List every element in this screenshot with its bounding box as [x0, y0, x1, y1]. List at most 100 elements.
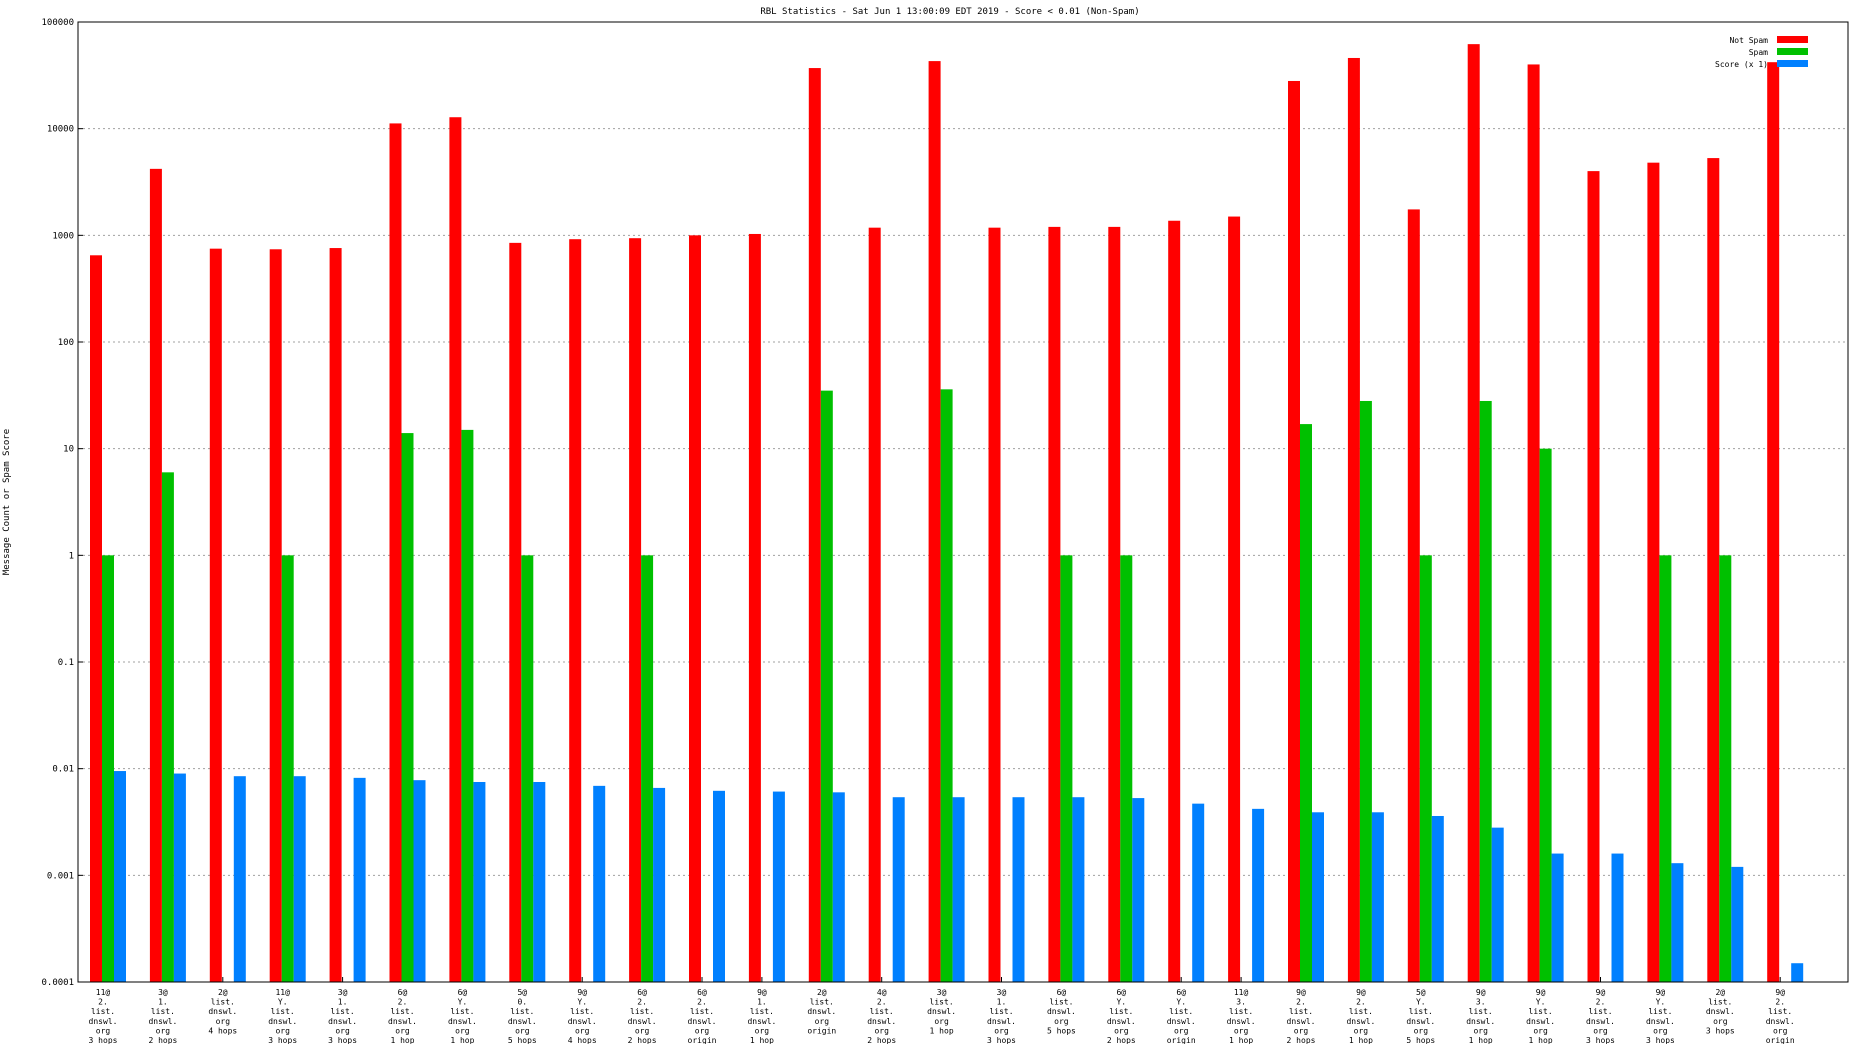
category-label-line: org: [515, 1026, 530, 1035]
category-label-line: list.: [1289, 1007, 1313, 1016]
bar-not-spam: [868, 227, 881, 983]
category-label-line: 3 hops: [328, 1036, 357, 1044]
bar-spam: [1719, 555, 1732, 982]
category-label: 3@ 1. list. dnswl. org 3 hops: [328, 988, 357, 1044]
bar-score-x-1: [1551, 853, 1564, 982]
bar-spam: [1120, 555, 1133, 982]
category-label-line: 2@: [817, 988, 827, 997]
bar-spam: [161, 472, 174, 982]
category-label-line: 1 hop: [1469, 1036, 1493, 1044]
legend-label-score-x-1: Score (x 1): [1715, 60, 1768, 69]
category-label-line: 5 hops: [1047, 1026, 1076, 1035]
chart-title: RBL Statistics - Sat Jun 1 13:00:09 EDT …: [760, 7, 1139, 17]
category-label-line: dnswl.: [1346, 1017, 1375, 1026]
bar-score-x-1: [1132, 798, 1145, 982]
category-label-line: 3@: [937, 988, 947, 997]
category-label-line: list.: [211, 998, 235, 1007]
category-label-line: 2.: [637, 998, 647, 1007]
bar-score-x-1: [1312, 812, 1324, 982]
category-label: 6@ Y. list. dnswl. org 2 hops: [1107, 988, 1136, 1044]
category-label-line: list.: [989, 1007, 1013, 1016]
bar-score-x-1: [1431, 815, 1444, 982]
category-label-line: list.: [1169, 1007, 1193, 1016]
category-label-line: 2.: [1356, 998, 1366, 1007]
bar-not-spam: [1108, 226, 1121, 982]
category-label-line: list.: [1768, 1007, 1792, 1016]
category-label-line: 2.: [1775, 998, 1785, 1007]
category-label-line: 2.: [1296, 998, 1306, 1007]
category-label-line: org: [1294, 1026, 1309, 1035]
category-label-line: list.: [630, 1007, 654, 1016]
category-label-line: org: [156, 1026, 171, 1035]
category-label-line: 3 hops: [1706, 1026, 1735, 1035]
category-label-line: dnswl.: [1466, 1017, 1495, 1026]
y-tick-label: 10: [63, 445, 74, 455]
bar-not-spam: [1587, 171, 1600, 983]
category-label-line: dnswl.: [208, 1007, 237, 1016]
category-label-line: origin: [807, 1026, 836, 1035]
bar-not-spam: [90, 255, 102, 982]
category-label-line: dnswl.: [1766, 1017, 1795, 1026]
category-label-line: org: [934, 1017, 949, 1026]
category-label: 11@ 2. list. dnswl. org 3 hops: [89, 988, 118, 1044]
bar-not-spam: [1048, 226, 1061, 982]
category-label-line: dnswl.: [1406, 1017, 1435, 1026]
category-label-line: 2@: [1715, 988, 1725, 997]
bar-score-x-1: [1731, 866, 1744, 982]
category-label-line: dnswl.: [1047, 1007, 1076, 1016]
category-label-line: list.: [1409, 1007, 1433, 1016]
category-label-line: Y.: [1116, 998, 1126, 1007]
category-label-line: 6@: [637, 988, 647, 997]
y-tick-label: 1000: [52, 231, 74, 241]
category-label-line: 9@: [1596, 988, 1606, 997]
category-label-line: 1 hop: [1229, 1036, 1253, 1044]
category-label-line: list.: [930, 998, 954, 1007]
category-label-line: list.: [91, 1007, 115, 1016]
category-label-line: 2 hops: [148, 1036, 177, 1044]
category-label-line: 6@: [697, 988, 707, 997]
bar-score-x-1: [353, 777, 366, 982]
category-label-line: 9@: [1476, 988, 1486, 997]
category-label-line: list.: [810, 998, 834, 1007]
category-label-line: 3 hops: [1646, 1036, 1675, 1044]
category-label-line: org: [1114, 1026, 1129, 1035]
category-label-line: Y.: [577, 998, 587, 1007]
y-tick-label: 0.0001: [41, 978, 74, 988]
category-label-line: 1.: [338, 998, 348, 1007]
category-label-line: 1 hop: [750, 1036, 774, 1044]
category-label-line: org: [575, 1026, 590, 1035]
category-label-line: 5@: [1416, 988, 1426, 997]
category-label-line: origin: [1766, 1036, 1795, 1044]
category-label-line: 2.: [697, 998, 707, 1007]
category-label-line: 0.: [517, 998, 527, 1007]
category-label-line: dnswl.: [867, 1017, 896, 1026]
category-label-line: 3@: [338, 988, 348, 997]
category-label-line: 2.: [1596, 998, 1606, 1007]
category-label-line: list.: [510, 1007, 534, 1016]
category-label-line: Y.: [1416, 998, 1426, 1007]
category-label: 9@ Y. list. dnswl. org 4 hops: [568, 988, 597, 1044]
category-label-line: 3 hops: [89, 1036, 118, 1044]
category-label-line: org: [1593, 1026, 1608, 1035]
category-label-line: org: [275, 1026, 290, 1035]
category-label: 3@ 1. list. dnswl. org 2 hops: [148, 988, 177, 1044]
category-label-line: 2.: [98, 998, 108, 1007]
category-label-line: 6@: [1057, 988, 1067, 997]
category-label-line: dnswl.: [148, 1017, 177, 1026]
bar-spam: [1359, 400, 1372, 982]
bars: [90, 44, 1804, 983]
category-label: 6@ list. dnswl. org 5 hops: [1047, 988, 1076, 1035]
category-label-line: org: [815, 1017, 830, 1026]
y-tick-label: 100: [58, 338, 74, 348]
category-label-line: list.: [1529, 1007, 1553, 1016]
category-label-line: org: [1354, 1026, 1369, 1035]
category-label-line: 6@: [1116, 988, 1126, 997]
bar-not-spam: [629, 238, 642, 982]
y-tick-label: 100000: [41, 18, 74, 28]
y-tick-label: 0.1: [58, 658, 74, 668]
legend: Not Spam Spam Score (x 1): [1715, 36, 1808, 69]
bar-score-x-1: [533, 781, 546, 982]
bar-spam: [461, 429, 474, 982]
category-label: 2@ list. dnswl. org 3 hops: [1706, 988, 1735, 1035]
